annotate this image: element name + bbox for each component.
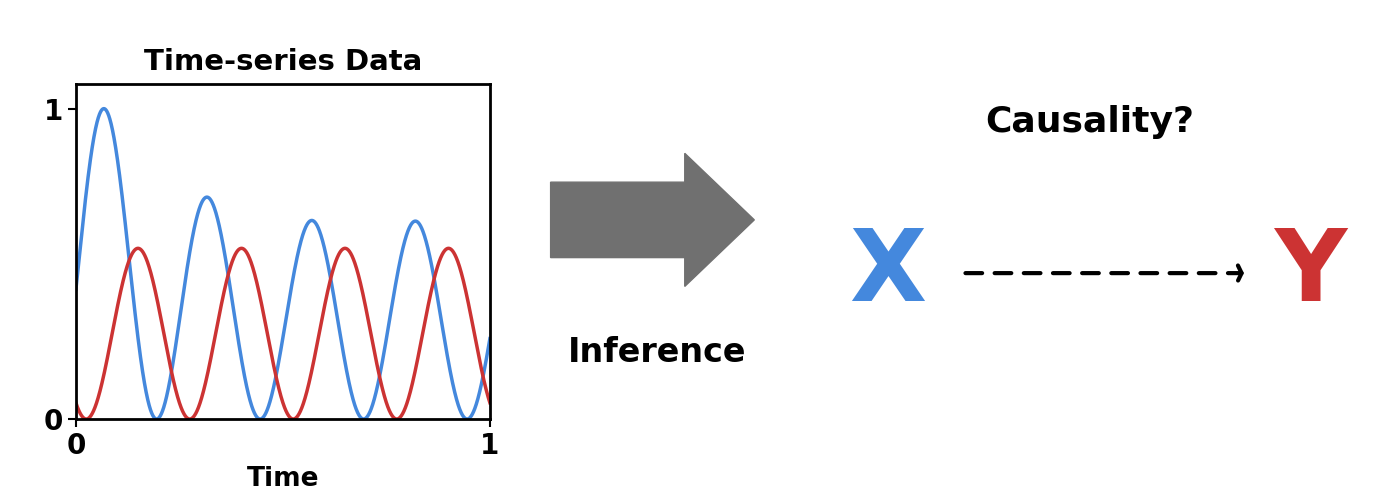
Text: Y: Y [1274,225,1347,321]
Text: X: X [849,225,926,321]
Text: Inference: Inference [569,337,747,369]
Title: Time-series Data: Time-series Data [144,48,422,76]
X-axis label: Time: Time [247,466,319,492]
Text: Causality?: Causality? [985,106,1195,139]
FancyArrow shape [551,153,755,286]
